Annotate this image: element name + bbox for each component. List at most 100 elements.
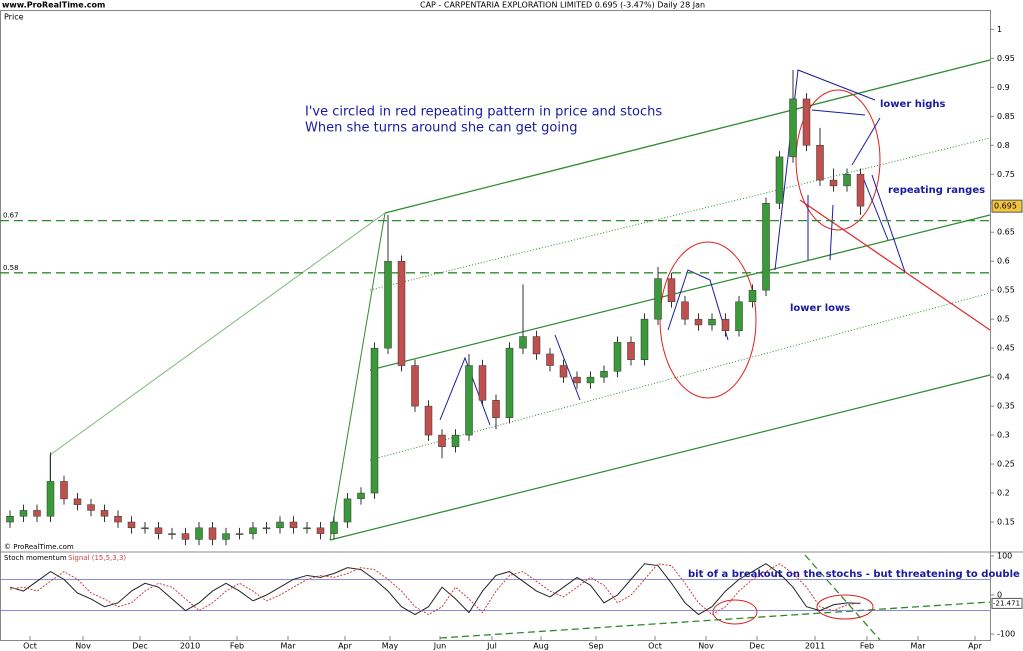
candle-body [816, 145, 824, 181]
trendline [329, 212, 386, 541]
y-tick-label: 0.4 [997, 373, 1010, 382]
annotation: When she turns around she can get going [305, 121, 577, 136]
x-tick-label: Nov [75, 642, 91, 651]
candle-body [586, 376, 595, 384]
candle-body [789, 98, 797, 158]
y-tick-label: 0.15 [997, 518, 1015, 527]
x-tick-label: Jun [433, 642, 447, 651]
candle-body [802, 98, 811, 146]
candle-body [100, 510, 109, 517]
candle-body [262, 527, 271, 530]
annotation: I've circled in red repeating pattern in… [305, 105, 662, 120]
candle-body [114, 515, 122, 523]
candle-body [73, 498, 82, 505]
annotation: lower lows [790, 303, 850, 314]
value-tag [991, 597, 1023, 609]
candle-body [505, 347, 514, 418]
candle-body [478, 365, 487, 401]
value-tag-label: -21.471 [993, 599, 1020, 607]
arrow [871, 174, 906, 273]
x-tick-label: Apr [338, 642, 353, 651]
candle-body [424, 405, 433, 436]
candle-body [181, 533, 190, 540]
arrow [861, 174, 889, 241]
candle-body [573, 376, 581, 384]
annotation: repeating ranges [888, 185, 985, 196]
arrow [851, 117, 881, 166]
trendline [49, 212, 386, 456]
candle-body [249, 527, 257, 534]
candle-body [411, 365, 419, 407]
candle-body [303, 527, 311, 530]
candle-body [492, 400, 500, 418]
circle [795, 89, 881, 231]
candle-body [316, 527, 325, 534]
candle-body [60, 481, 68, 500]
candle-body [208, 527, 217, 540]
y-tick-label: 0.2 [997, 489, 1010, 498]
x-tick-label: Jul [486, 642, 497, 651]
candle-body [384, 260, 392, 349]
header-title: CAP - CARPENTARIA EXPLORATION LIMITED 0.… [420, 1, 705, 10]
x-tick-label: Mar [280, 642, 296, 651]
trendline [384, 59, 991, 214]
stoch-line [9, 563, 861, 616]
x-tick-label: May [382, 642, 399, 651]
y-label: Price [4, 13, 24, 22]
y-tick-label: 100 [997, 551, 1012, 560]
level-label: 0.58 [3, 264, 19, 272]
stoch-title: Stoch momentum [4, 554, 67, 562]
trendline [369, 292, 991, 461]
arrow [667, 269, 729, 341]
y-tick-label: 0.75 [997, 170, 1015, 179]
arrow [811, 109, 866, 116]
x-tick-label: Oct [648, 642, 662, 651]
candle-body [451, 434, 460, 447]
candle-body [465, 365, 473, 436]
y-tick-label: 1 [997, 25, 1002, 34]
y-tick-label: 0.65 [997, 228, 1015, 237]
site: www.ProRealTime.com [2, 1, 105, 10]
candle-body [546, 353, 554, 366]
copyright: © ProRealTime.com [4, 543, 74, 551]
candle-body [667, 278, 676, 303]
y-tick-label: 0.25 [997, 460, 1015, 469]
candle-body [681, 301, 689, 320]
candle-body [721, 318, 730, 332]
candle-body [357, 492, 365, 500]
y-tick-label: 0.85 [997, 112, 1015, 121]
candle-body [748, 289, 757, 303]
candle-body [235, 533, 244, 535]
level-label: 0.67 [3, 212, 19, 220]
x-tick-label: Feb [230, 642, 244, 651]
candle-body [276, 521, 284, 529]
candle-body [829, 179, 838, 187]
arrow [829, 204, 834, 261]
x-tick-label: Feb [860, 642, 874, 651]
candle-body [856, 174, 865, 207]
arrow [439, 356, 491, 426]
candle-body [168, 533, 176, 535]
candle-body [370, 347, 379, 494]
candle-body [762, 203, 770, 291]
candle-body [19, 510, 28, 517]
candle-body [694, 318, 703, 326]
arrow [554, 334, 581, 401]
candle-body [519, 336, 527, 349]
candle-body [330, 521, 338, 534]
x-tick-label: 2010 [180, 642, 200, 651]
x-tick-label: Dec [749, 642, 764, 651]
y-tick-label: 0.55 [997, 286, 1015, 295]
trendline [369, 137, 991, 291]
candle-body [654, 278, 662, 320]
candle-body [735, 301, 743, 332]
y-tick-label: 0.3 [997, 431, 1010, 440]
x-tick-label: 2011 [805, 642, 825, 651]
candle-body [141, 527, 149, 530]
candle-body [627, 342, 635, 360]
candle-body [289, 521, 298, 529]
y-tick-label: 0.6 [997, 257, 1010, 266]
trendline [439, 601, 991, 639]
